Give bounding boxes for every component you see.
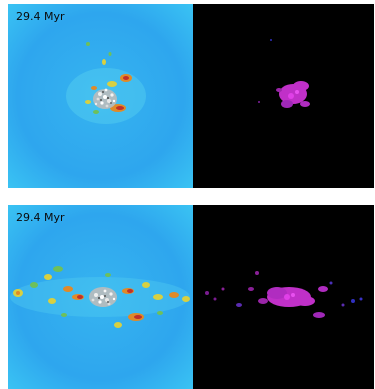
gas-density-panel-bottom: 29.4 Myr xyxy=(8,205,193,389)
star-formation-image-top xyxy=(193,4,374,188)
snapshot-row-bottom: 29.4 Myr xyxy=(8,205,374,389)
gas-density-image-top xyxy=(8,4,193,188)
gas-density-image-bottom xyxy=(8,205,193,389)
star-formation-image-bottom xyxy=(193,205,374,389)
star-formation-panel-top xyxy=(193,4,374,188)
time-label: 29.4 Myr xyxy=(16,211,65,224)
time-label: 29.4 Myr xyxy=(16,10,65,23)
gas-density-panel-top: 29.4 Myr xyxy=(8,4,193,188)
snapshot-row-top: 29.4 Myr xyxy=(8,4,374,188)
star-formation-panel-bottom xyxy=(193,205,374,389)
